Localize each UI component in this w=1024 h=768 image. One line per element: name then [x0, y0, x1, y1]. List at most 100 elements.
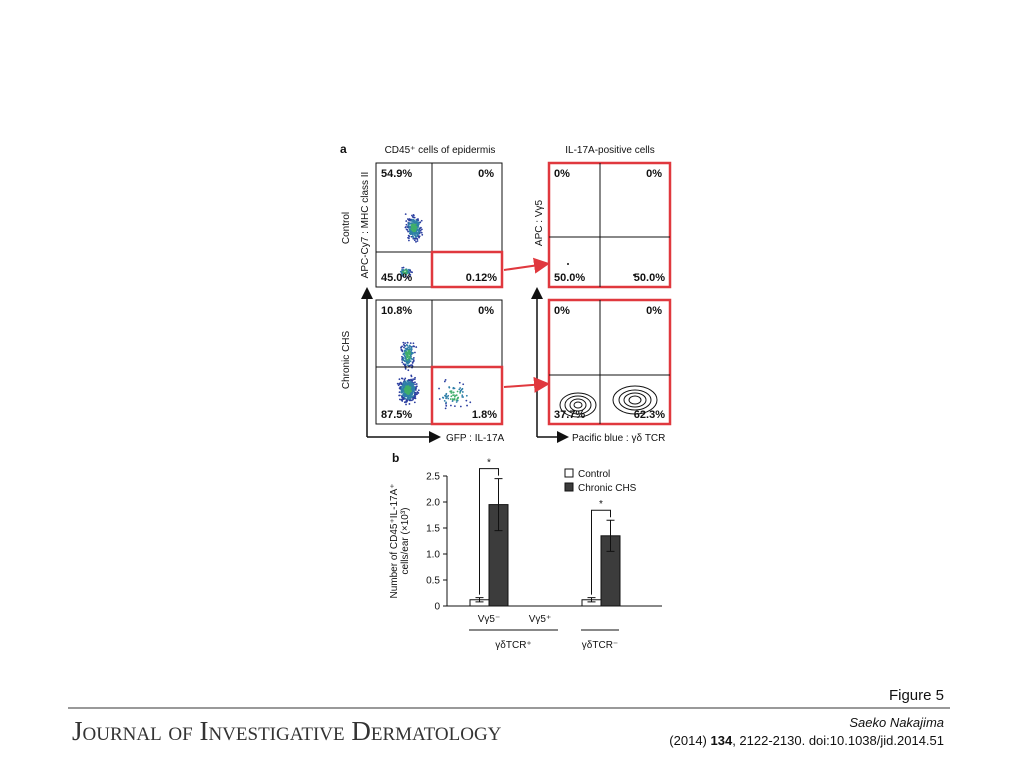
event-dot [414, 232, 417, 235]
error-bar [494, 478, 503, 532]
event-dot [438, 387, 440, 390]
highlight-arrow [503, 257, 550, 274]
event-dot [409, 342, 412, 345]
event-dot [454, 394, 457, 397]
event-dot [407, 361, 410, 364]
event-dot [404, 275, 407, 278]
event-dot [406, 276, 409, 279]
event-dot [409, 269, 412, 272]
event-dot [412, 389, 414, 392]
event-dot [410, 355, 413, 358]
event-dot [409, 360, 412, 363]
quadrant-percent: 50.0% [634, 272, 665, 284]
event-dot [416, 238, 419, 241]
event-dot [402, 341, 405, 344]
event-dot [410, 346, 413, 349]
event-dot [399, 387, 402, 389]
event-dot [398, 382, 401, 385]
event-dot [404, 357, 407, 360]
event-dot [412, 383, 414, 386]
event-dot [404, 272, 407, 274]
event-dot [417, 235, 420, 238]
event-dot [411, 226, 414, 229]
event-dot [409, 387, 411, 390]
event-dot [415, 386, 418, 388]
y-tick-label: 2.5 [426, 472, 440, 483]
event-dot [401, 355, 403, 358]
error-bar [475, 597, 484, 603]
event-dot [413, 378, 416, 381]
event-dot [412, 233, 414, 236]
event-dot [406, 397, 409, 399]
event-dot [406, 341, 409, 344]
event-dot [404, 377, 407, 380]
event-dot [403, 360, 406, 363]
event-dot [417, 223, 420, 226]
event-dot [412, 342, 415, 345]
event-dot [407, 349, 410, 352]
event-dot [445, 394, 448, 396]
event-dot [412, 213, 415, 216]
event-dot [405, 401, 408, 403]
error-bar [606, 519, 615, 552]
event-dot [413, 227, 416, 230]
event-dot [469, 401, 472, 404]
highlight-arrow [503, 376, 550, 393]
event-dot [443, 399, 446, 402]
event-dot [442, 397, 445, 399]
event-dot [417, 221, 420, 224]
event-dot [398, 378, 401, 381]
event-dot [404, 347, 407, 350]
event-dot [452, 391, 455, 394]
event-dot [449, 404, 452, 407]
event-dot [408, 359, 411, 361]
error-bar [587, 597, 596, 603]
event-dot [410, 228, 413, 231]
event-dot [404, 342, 407, 345]
event-dot [465, 394, 468, 397]
event-dot [407, 379, 410, 381]
event-dot [453, 395, 456, 398]
event-dot [406, 362, 409, 364]
event-dot [412, 357, 415, 359]
event-dot [444, 378, 447, 381]
author: Saeko Nakajima [849, 715, 944, 730]
event-dot [465, 399, 468, 402]
event-dot [403, 388, 406, 391]
citation-pages: , 2122-2130. doi:10.1038/jid.2014.51 [732, 733, 944, 748]
event-dot [458, 388, 461, 391]
event-dot [567, 263, 569, 265]
contour-plot [559, 385, 658, 418]
event-dot [398, 391, 401, 394]
event-dot [416, 218, 419, 221]
event-dot [404, 386, 407, 389]
significance-mark: * [487, 458, 491, 469]
event-dot [450, 392, 453, 394]
y-tick-label: 0 [434, 602, 440, 613]
event-dot [413, 385, 415, 388]
event-dot [410, 235, 413, 238]
event-dot [401, 394, 404, 397]
event-dot [406, 355, 408, 357]
event-dot [398, 394, 401, 397]
event-dot [401, 391, 404, 394]
quadrant-percent: 0% [478, 305, 494, 317]
event-dot [416, 240, 419, 242]
event-dot [405, 349, 407, 352]
event-dot [401, 384, 404, 387]
event-dot [412, 398, 414, 401]
event-dot [408, 356, 411, 359]
event-dot [406, 379, 409, 382]
citation-year: (2014) [669, 733, 710, 748]
event-dot [419, 227, 421, 230]
event-dot [402, 358, 405, 361]
event-dot [415, 240, 417, 243]
x-tick-label: Vγ5⁻ [478, 614, 501, 625]
event-dot [461, 396, 464, 398]
event-dot [414, 234, 416, 237]
event-dot [405, 269, 408, 272]
event-dot [404, 213, 407, 216]
legend-swatch [564, 468, 574, 478]
event-dot [413, 216, 416, 219]
